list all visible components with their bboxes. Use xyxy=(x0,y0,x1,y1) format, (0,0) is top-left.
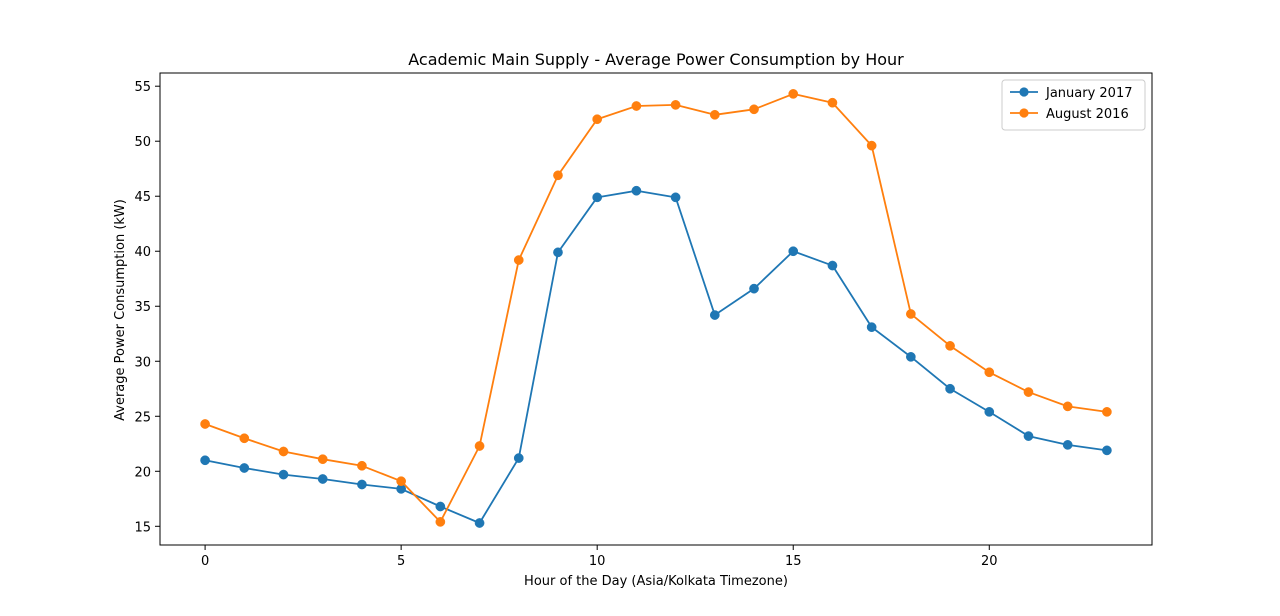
data-point xyxy=(474,518,485,528)
series-group xyxy=(200,185,1112,528)
y-tick-label: 15 xyxy=(134,520,151,535)
data-point xyxy=(592,192,603,203)
data-point xyxy=(200,419,210,429)
data-point xyxy=(553,247,563,258)
y-tick-label: 40 xyxy=(134,245,151,260)
data-point xyxy=(788,89,799,99)
series-line xyxy=(204,189,1108,524)
data-point xyxy=(357,460,367,471)
y-tick-label: 35 xyxy=(134,300,151,315)
chart-title: Academic Main Supply - Average Power Con… xyxy=(408,50,904,69)
data-point xyxy=(1023,387,1034,397)
data-point xyxy=(945,383,955,394)
y-tick-label: 45 xyxy=(134,190,151,205)
data-point xyxy=(357,479,367,490)
data-point xyxy=(984,407,995,417)
data-point xyxy=(278,446,289,457)
data-point xyxy=(278,469,289,480)
data-point xyxy=(749,283,759,294)
series-group xyxy=(200,89,1112,527)
data-point xyxy=(1062,401,1073,412)
data-point xyxy=(945,341,955,351)
legend-label: January 2017 xyxy=(1045,86,1133,101)
data-point xyxy=(827,97,838,108)
x-axis-label: Hour of the Day (Asia/Kolkata Timezone) xyxy=(524,574,788,589)
data-point xyxy=(239,463,250,473)
data-point xyxy=(866,140,877,151)
y-tick-label: 50 xyxy=(134,135,151,150)
y-tick-label: 55 xyxy=(134,80,151,95)
data-point xyxy=(1023,431,1034,441)
series-line xyxy=(204,93,1108,523)
data-point xyxy=(1062,440,1073,450)
y-tick-label: 20 xyxy=(134,465,151,480)
data-point xyxy=(906,309,916,319)
legend-swatch-marker xyxy=(1019,108,1029,118)
x-tick-label: 15 xyxy=(785,554,802,569)
data-point xyxy=(435,517,446,527)
data-point xyxy=(200,455,210,466)
data-point xyxy=(1102,407,1112,417)
data-point xyxy=(709,109,720,120)
axes-layer: 0 5 10 15 20 15 20 25 30 35 40 45 50 55 xyxy=(134,72,1153,569)
data-point xyxy=(474,441,485,451)
y-tick-label: 30 xyxy=(134,355,151,370)
data-point xyxy=(631,185,642,196)
data-point xyxy=(984,367,995,378)
series-layer xyxy=(200,89,1112,528)
data-point xyxy=(1102,445,1112,456)
data-point xyxy=(513,453,524,463)
x-tick-label: 0 xyxy=(201,554,209,569)
data-point xyxy=(317,454,328,465)
data-point xyxy=(513,255,524,265)
legend-swatch-marker xyxy=(1019,87,1029,97)
data-point xyxy=(788,246,799,257)
data-point xyxy=(396,476,406,487)
data-point xyxy=(631,101,642,111)
data-point xyxy=(749,104,759,115)
data-point xyxy=(553,170,563,181)
data-point xyxy=(592,114,603,125)
legend-label: August 2016 xyxy=(1046,107,1129,122)
data-point xyxy=(827,260,838,271)
y-axis-label: Average Power Consumption (kW) xyxy=(113,199,128,421)
data-point xyxy=(670,192,681,203)
data-point xyxy=(670,100,681,110)
x-tick-label: 10 xyxy=(589,554,606,569)
data-point xyxy=(866,322,877,333)
x-tick-label: 5 xyxy=(397,554,405,569)
legend: January 2017 August 2016 xyxy=(1001,79,1146,131)
axes-frame xyxy=(159,72,1153,546)
y-tick-label: 25 xyxy=(134,410,151,425)
data-point xyxy=(906,352,916,362)
data-point xyxy=(239,433,250,444)
x-tick-label: 20 xyxy=(981,554,998,569)
data-point xyxy=(317,474,328,484)
data-point xyxy=(435,501,446,512)
data-point xyxy=(709,310,720,320)
